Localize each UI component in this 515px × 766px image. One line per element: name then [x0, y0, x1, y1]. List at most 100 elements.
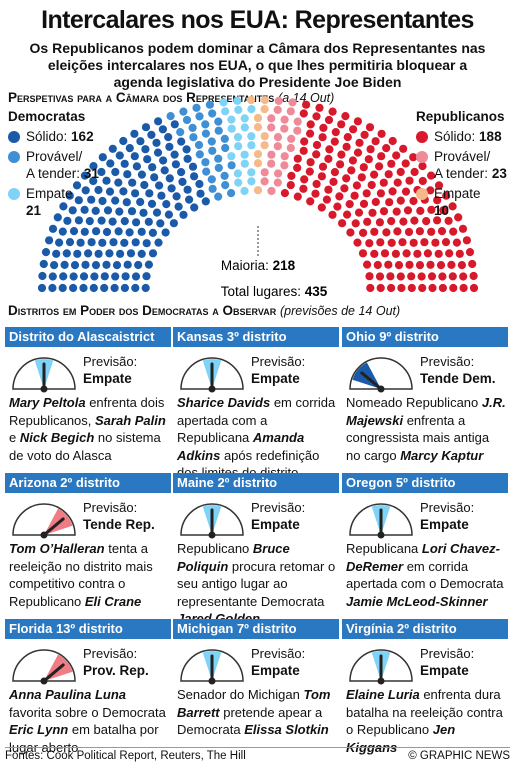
seat [89, 176, 98, 186]
seat [354, 208, 364, 217]
seat [409, 196, 418, 206]
seat [438, 272, 447, 281]
seat [119, 187, 128, 196]
name-highlight: Anna Paulina Luna [9, 687, 127, 702]
seat [98, 238, 107, 247]
seat [58, 283, 67, 293]
seat [132, 162, 141, 171]
seat [92, 227, 101, 236]
seat [111, 196, 120, 205]
seat [247, 132, 256, 141]
seat [359, 199, 369, 208]
name-highlight: Elissa Slotkin [244, 722, 329, 737]
gauge [180, 649, 244, 685]
seat [147, 130, 156, 139]
subtitle: Os Republicanos podem dominar a Câmara d… [29, 40, 486, 90]
gauge [349, 649, 413, 685]
seat [409, 238, 418, 247]
text: e [9, 430, 20, 445]
seat [227, 115, 236, 124]
seat [171, 160, 180, 169]
seat [52, 249, 61, 258]
seat [379, 207, 389, 216]
legend-group: Democratas [8, 109, 86, 124]
description: Republicana Lori Chavez-DeRemer em corri… [346, 540, 506, 610]
text: Senador do Michigan [177, 687, 304, 702]
name-highlight: Sharice Davids [177, 395, 271, 410]
seat [402, 249, 411, 258]
seat [128, 178, 137, 187]
seat [60, 260, 69, 269]
seat [410, 216, 419, 225]
card-header: Arizona 2º distrito [5, 473, 171, 493]
card-header: Maine 2º distrito [173, 473, 339, 493]
footer: Fontes: Cook Political Report, Reuters, … [5, 747, 510, 762]
seat [122, 198, 131, 207]
seat [123, 170, 132, 179]
district-card: Ohio 9º distrito Previsão: Tende Dem. Nomea… [342, 327, 508, 470]
legend-item: Empate 21 [8, 185, 86, 219]
seat [293, 163, 302, 172]
seat [125, 144, 134, 153]
seat [375, 272, 385, 281]
text: procura retomar o seu antigo lugar ao re… [177, 558, 336, 609]
text: Republicana [346, 541, 422, 556]
seat [331, 128, 340, 137]
seat [134, 260, 143, 270]
seat [449, 283, 458, 293]
seat [436, 261, 446, 270]
seat [413, 249, 422, 258]
seat [195, 179, 204, 189]
district-card: Oregon 5º distrito Previsão: Empate Republi… [342, 473, 508, 616]
seat [370, 227, 379, 236]
seat [131, 189, 140, 198]
seat [469, 271, 478, 281]
seat [426, 186, 435, 195]
seat [227, 152, 236, 161]
seat [137, 170, 146, 179]
seat [105, 187, 115, 196]
seat [300, 175, 309, 184]
legend-swatch [8, 151, 20, 163]
seat [240, 159, 249, 168]
seat [142, 272, 151, 281]
majority-value: 218 [273, 258, 296, 273]
seat [253, 159, 263, 168]
seat [401, 159, 410, 168]
seat [363, 217, 372, 226]
seat [286, 143, 295, 153]
seat [105, 249, 114, 258]
seat [59, 202, 68, 211]
seat [219, 98, 228, 107]
seat [368, 208, 377, 217]
seat [387, 283, 396, 293]
seat [127, 207, 137, 216]
seat [142, 239, 151, 248]
seat [253, 123, 263, 132]
seat [433, 216, 442, 225]
seat [392, 151, 401, 160]
seat [267, 123, 276, 132]
seat [462, 236, 471, 245]
seat [418, 176, 427, 186]
seat [69, 227, 79, 236]
seat [177, 168, 186, 177]
seat [247, 168, 256, 177]
seat [337, 120, 346, 129]
seat [364, 155, 373, 164]
seat [185, 195, 194, 204]
seat [273, 133, 283, 142]
seat [110, 283, 119, 293]
seat [114, 227, 123, 236]
seat [158, 125, 167, 134]
legend-swatch [8, 131, 20, 143]
seat [120, 283, 129, 293]
seat [179, 210, 188, 219]
seat [427, 227, 436, 236]
seat [448, 202, 457, 211]
seat [144, 260, 153, 269]
seat [144, 217, 153, 226]
seat [433, 196, 442, 205]
seat [156, 219, 165, 228]
seat [157, 191, 166, 200]
